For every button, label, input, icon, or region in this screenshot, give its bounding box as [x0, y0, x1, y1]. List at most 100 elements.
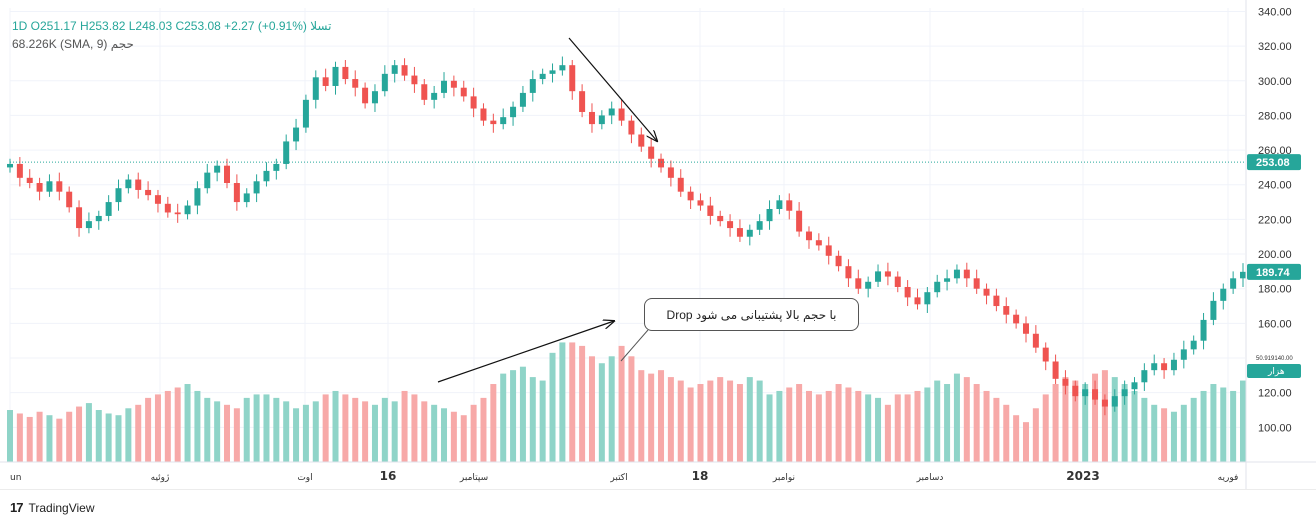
- volume-bar: [302, 404, 309, 462]
- candle-body: [1082, 389, 1089, 397]
- candle-body: [1190, 340, 1197, 350]
- candle-body: [727, 221, 734, 229]
- candle-body: [105, 202, 112, 216]
- candle-body: [914, 297, 921, 305]
- volume-bar: [608, 356, 615, 462]
- volume-bar: [1082, 384, 1089, 462]
- candle-body: [1062, 378, 1069, 386]
- candle-body: [1210, 300, 1217, 320]
- volume-bar: [677, 380, 684, 462]
- candle-body: [431, 92, 438, 100]
- price-tick-label: 200.00: [1258, 249, 1292, 261]
- candle-body: [214, 165, 221, 173]
- candle-body: [322, 77, 329, 86]
- candle-body: [500, 117, 507, 125]
- volume-bar: [36, 411, 43, 462]
- volume-bar: [1111, 377, 1118, 462]
- volume-bar: [1092, 373, 1099, 462]
- volume-bar: [884, 404, 891, 462]
- tradingview-brand[interactable]: 17 TradingView: [10, 500, 95, 515]
- candle-body: [441, 80, 448, 93]
- volume-bar: [1180, 404, 1187, 462]
- volume-bar: [796, 384, 803, 462]
- candle-body: [519, 92, 526, 107]
- volume-bar: [1170, 411, 1177, 462]
- candle-body: [1052, 361, 1059, 379]
- volume-bar: [618, 345, 625, 462]
- volume-bar: [529, 377, 536, 462]
- candle-body: [963, 269, 970, 279]
- candle-body: [894, 276, 901, 287]
- volume-bar: [95, 410, 102, 462]
- volume-bar: [332, 390, 339, 462]
- candle-body: [1032, 333, 1039, 348]
- candle-body: [953, 269, 960, 279]
- volume-bar: [164, 390, 171, 462]
- candle-body: [1220, 288, 1227, 301]
- candle-body: [924, 292, 931, 305]
- candle-body: [628, 120, 635, 135]
- volume-bar: [628, 356, 635, 462]
- volume-bar: [1230, 390, 1237, 462]
- volume-bar: [717, 377, 724, 462]
- annotation-callout[interactable]: Drop با حجم بالا پشتیبانی می شود: [644, 298, 859, 331]
- volume-bar: [805, 390, 812, 462]
- time-tick-label: اوت: [297, 473, 312, 483]
- volume-bar: [214, 401, 221, 462]
- candle-body: [253, 181, 260, 194]
- volume-bar: [66, 411, 73, 462]
- volume-bar: [1240, 380, 1246, 462]
- volume-bar: [253, 394, 260, 462]
- candle-body: [736, 228, 743, 237]
- candle-body: [1042, 347, 1049, 362]
- candle-body: [302, 99, 309, 128]
- volume-bar: [559, 342, 566, 462]
- volume-bar: [401, 390, 408, 462]
- volume-bar: [924, 387, 931, 462]
- volume-bar: [1052, 384, 1059, 462]
- candle-body: [293, 127, 300, 142]
- price-tick-label: 320.00: [1258, 41, 1292, 53]
- time-tick-label: دسامبر: [916, 473, 944, 483]
- volume-bar: [450, 411, 457, 462]
- candle-body: [1240, 271, 1246, 279]
- callout-pointer: [620, 329, 649, 362]
- volume-bar: [519, 366, 526, 462]
- candle-body: [618, 108, 625, 121]
- volume-bar: [421, 401, 428, 462]
- candle-body: [1072, 385, 1079, 397]
- candle-body: [362, 87, 369, 104]
- candle-body: [145, 189, 152, 196]
- volume-bar: [983, 390, 990, 462]
- volume-bar: [342, 394, 349, 462]
- volume-bar: [963, 377, 970, 462]
- candle-body: [549, 70, 556, 74]
- price-tick-label: 300.00: [1258, 76, 1292, 88]
- volume-bar: [766, 394, 773, 462]
- volume-bar: [7, 410, 13, 462]
- volume-bar: [875, 397, 882, 462]
- candle-body: [56, 181, 63, 192]
- candle-body: [884, 271, 891, 277]
- candle-body: [707, 205, 714, 216]
- candle-body: [1230, 278, 1237, 289]
- candle-body: [1170, 359, 1177, 371]
- volume-bar: [1032, 408, 1039, 462]
- volume-bar: [697, 384, 704, 462]
- volume-bar: [480, 397, 487, 462]
- volume-bar: [135, 404, 142, 462]
- candle-body: [174, 212, 181, 215]
- volume-bar: [1131, 390, 1138, 462]
- candle-body: [598, 115, 605, 125]
- candle-body: [76, 207, 83, 229]
- volume-bar: [1210, 384, 1217, 462]
- drop-arrow: [568, 37, 657, 141]
- candle-body: [184, 205, 191, 215]
- volume-bar: [46, 415, 53, 462]
- volume-bar: [569, 342, 576, 462]
- volume-bar: [1022, 422, 1029, 462]
- candle-body: [934, 281, 941, 293]
- volume-bar: [1121, 384, 1128, 462]
- candle-body: [411, 75, 418, 85]
